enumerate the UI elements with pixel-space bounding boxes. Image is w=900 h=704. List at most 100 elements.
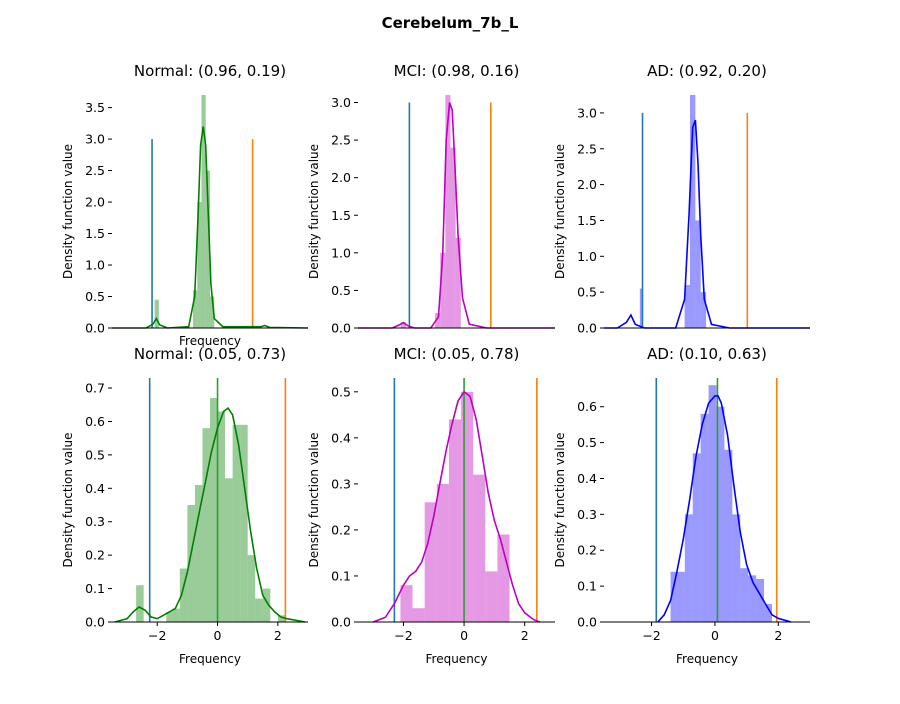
- kde-curve: [358, 102, 555, 329]
- y-tick-label: 1.5: [331, 208, 351, 223]
- histogram-bar: [424, 502, 437, 622]
- panel-title: MCI: (0.98, 0.16): [394, 62, 520, 80]
- histogram-bar: [689, 95, 696, 328]
- y-tick-label: 0.3: [331, 476, 351, 491]
- x-tick-label: −2: [394, 628, 412, 643]
- histogram-bar: [247, 555, 256, 622]
- histogram-bar: [473, 474, 486, 622]
- y-tick-label: 0.1: [85, 581, 105, 596]
- histogram-bar: [277, 615, 286, 622]
- panel-ad-top: 0.0 0.5 1.0 1.5 2.0 2.5 3.0 AD: (0.92, 0.20) Den…: [553, 62, 810, 336]
- x-axis-label: Frequency: [676, 652, 738, 666]
- histogram-bar: [448, 419, 462, 622]
- y-tick-label: 0.2: [85, 548, 105, 563]
- y-tick-label: 0.5: [577, 435, 597, 450]
- histogram-bar: [205, 170, 210, 328]
- histogram-bar: [187, 505, 195, 622]
- panel-title: AD: (0.92, 0.20): [647, 62, 767, 80]
- y-tick-label: 0.3: [85, 514, 105, 529]
- kde-curve: [604, 119, 810, 329]
- panel-ad-bottom: 0.0 0.1 0.2 0.3 0.4 0.5 0.6 −2 0 2 AD: (0.10, 0.63…: [553, 345, 810, 666]
- histogram-bar: [639, 288, 643, 328]
- histogram-bar: [716, 406, 725, 622]
- y-axis-label: Density function value: [307, 144, 321, 279]
- histogram-bar: [700, 292, 707, 328]
- y-tick-label: 0.1: [577, 579, 597, 594]
- histogram-bar: [136, 585, 144, 622]
- histogram-bar: [692, 453, 701, 622]
- y-tick-label: 0.5: [85, 447, 105, 462]
- y-tick-label: 0.0: [331, 615, 351, 630]
- histogram-bar: [262, 588, 271, 622]
- histogram-bar: [450, 147, 456, 328]
- histogram-bar: [194, 484, 203, 622]
- histogram-bar: [485, 571, 498, 622]
- histogram-bar: [435, 312, 441, 328]
- y-tick-label: 3.0: [577, 105, 597, 120]
- histogram-bar: [202, 428, 210, 622]
- panel-normal-bottom: 0.0 0.1 0.2 0.3 0.4 0.5 0.6 0.7 −2 0 2 Normal: (0.0…: [61, 345, 308, 666]
- histogram-bar: [445, 95, 451, 328]
- y-tick-label: 0.4: [331, 430, 351, 445]
- y-tick-label: 3.5: [85, 100, 105, 115]
- histogram-bar: [684, 514, 693, 622]
- y-axis-label: Density function value: [553, 432, 567, 567]
- y-axis-label: Density function value: [61, 432, 75, 567]
- y-tick-label: 0.4: [85, 481, 105, 496]
- y-tick-label: 0.2: [577, 543, 597, 558]
- panel-title: MCI: (0.05, 0.78): [394, 345, 520, 363]
- histogram-bar: [695, 220, 701, 328]
- y-tick-label: 0.0: [331, 321, 351, 336]
- x-tick-label: 2: [774, 628, 782, 643]
- histogram-bar: [732, 514, 741, 622]
- kde-curve: [114, 406, 306, 623]
- histogram-bar: [724, 449, 733, 622]
- y-tick-label: 0.5: [577, 285, 597, 300]
- x-axis-label: Frequency: [426, 652, 488, 666]
- y-tick-label: 0.1: [331, 568, 351, 583]
- histogram-bar: [172, 608, 180, 622]
- histogram-bar: [154, 299, 159, 328]
- histogram-bar: [700, 413, 709, 622]
- y-tick-label: 0.2: [331, 522, 351, 537]
- x-tick-label: 2: [274, 628, 282, 643]
- panel-title: AD: (0.10, 0.63): [647, 345, 767, 363]
- histogram-bar: [166, 611, 173, 622]
- x-tick-label: 0: [460, 628, 468, 643]
- histogram-bar: [240, 424, 248, 622]
- kde-curve: [657, 395, 792, 623]
- y-tick-label: 0.6: [577, 399, 597, 414]
- histogram-bar: [400, 321, 406, 328]
- histogram-bar: [497, 534, 510, 622]
- y-tick-label: 0.0: [577, 321, 597, 336]
- y-tick-label: 1.0: [85, 258, 105, 273]
- histogram-bar: [400, 585, 413, 622]
- histogram-bar: [255, 598, 263, 622]
- panel-title: Normal: (0.96, 0.19): [134, 62, 286, 80]
- x-tick-label: −2: [642, 628, 660, 643]
- histogram-bar: [201, 95, 206, 328]
- y-tick-label: 0.5: [331, 283, 351, 298]
- histogram-bar: [210, 398, 218, 622]
- y-axis-label: Density function value: [553, 144, 567, 279]
- y-tick-label: 3.0: [331, 95, 351, 110]
- x-tick-label: −2: [148, 628, 166, 643]
- kde-curve: [372, 390, 541, 623]
- x-tick-label: 0: [214, 628, 222, 643]
- y-tick-label: 2.5: [331, 133, 351, 148]
- histogram-bar: [740, 568, 749, 622]
- panel-mci-top: 0.0 0.5 1.0 1.5 2.0 2.5 3.0 MCI: (0.98, 0.16) De…: [307, 62, 555, 336]
- histogram-bar: [436, 483, 449, 622]
- y-tick-label: 0.0: [85, 321, 105, 336]
- y-tick-label: 0.0: [85, 615, 105, 630]
- y-tick-label: 0.5: [331, 384, 351, 399]
- x-tick-label: 2: [521, 628, 529, 643]
- histogram-bar: [179, 568, 188, 622]
- histogram-bar: [676, 571, 685, 622]
- histogram-bar: [756, 578, 765, 622]
- histogram-bar: [764, 604, 772, 622]
- histogram-bar: [412, 608, 425, 622]
- y-tick-label: 0.0: [577, 615, 597, 630]
